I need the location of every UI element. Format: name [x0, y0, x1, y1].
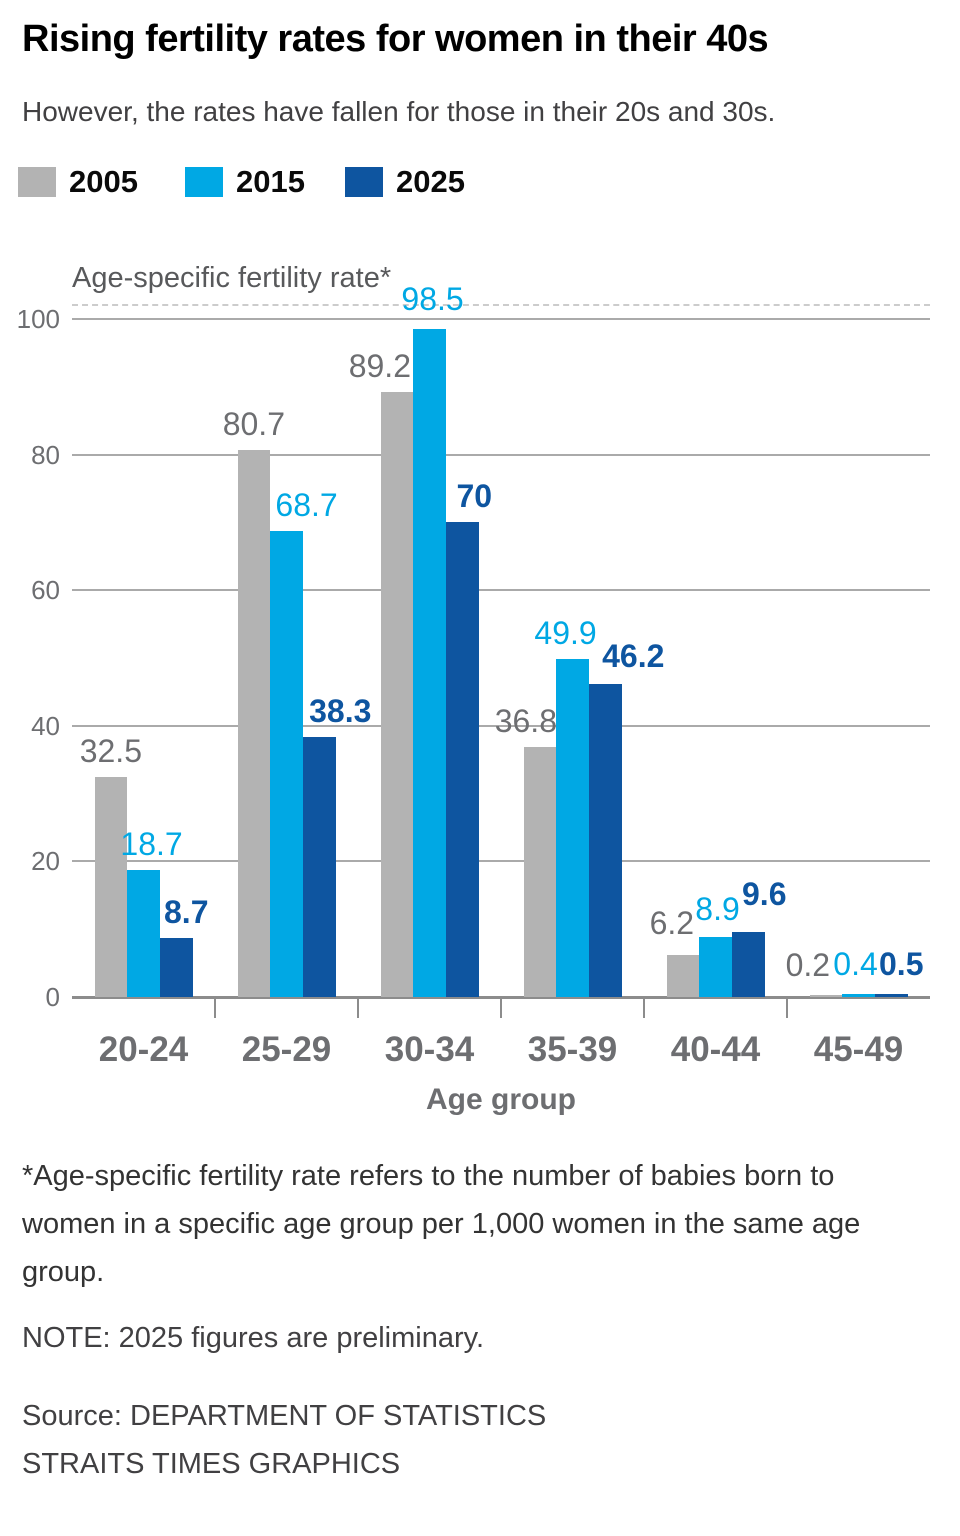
- bar-value-label: 70: [456, 478, 493, 515]
- y-tick-label: 20: [31, 846, 60, 877]
- x-tick-label-35-39: 35-39: [527, 1030, 618, 1069]
- bar-value-label: 98.5: [401, 281, 464, 318]
- gridline: [72, 724, 930, 727]
- bar-2025-20-24: [159, 938, 193, 997]
- x-tick-label-45-49: 45-49: [813, 1030, 904, 1069]
- bar-2005-40-44: [666, 954, 700, 997]
- page-subtitle: However, the rates have fallen for those…: [22, 96, 776, 127]
- bar-value-label: 68.7: [275, 487, 338, 524]
- bar-2015-40-44: [699, 936, 732, 997]
- x-tick-label-25-29: 25-29: [241, 1030, 332, 1069]
- bar-value-label: 18.7: [120, 826, 183, 863]
- legend-swatch-2005: [18, 167, 56, 197]
- bar-2005-30-34: [380, 392, 414, 997]
- credit-text: STRAITS TIMES GRAPHICS: [22, 1448, 401, 1480]
- bar-2005-25-29: [237, 449, 271, 997]
- bar-value-label: 46.2: [602, 637, 665, 674]
- bar-2015-35-39: [556, 658, 589, 997]
- legend-item-label: 2005: [69, 164, 138, 199]
- gridline: [72, 453, 930, 456]
- bar-2005-45-49: [809, 995, 843, 997]
- x-axis-title: Age group: [426, 1083, 576, 1116]
- bar-2025-35-39: [588, 683, 622, 997]
- bar-2025-30-34: [445, 522, 479, 997]
- bar-value-label: 0.2: [785, 947, 831, 983]
- gridline: [72, 860, 930, 863]
- x-tick-label-20-24: 20-24: [98, 1030, 189, 1069]
- bar-value-label: 89.2: [348, 348, 411, 385]
- y-axis-title: Age-specific fertility rate*: [72, 262, 392, 294]
- legend-item: 2025: [345, 164, 465, 200]
- bar-2015-45-49: [842, 994, 875, 997]
- page-title: Rising fertility rates for women in thei…: [22, 18, 769, 60]
- footnote-text: *Age-specific fertility rate refers to t…: [22, 1160, 861, 1288]
- bar-value-label: 80.7: [222, 405, 285, 442]
- y-tick-label: 0: [45, 982, 60, 1012]
- bar-value-label: 0.5: [879, 945, 924, 982]
- bar-value-label: 9.6: [742, 875, 787, 912]
- source-text: Source: DEPARTMENT OF STATISTICS: [22, 1400, 547, 1432]
- legend-item: 2005: [18, 164, 138, 200]
- bar-value-label: 6.2: [649, 904, 695, 941]
- bar-2015-20-24: [127, 870, 160, 997]
- x-tick-label-30-34: 30-34: [384, 1030, 475, 1069]
- chart-legend: 2005 2015 2025: [0, 164, 960, 204]
- legend-swatch-2025: [345, 167, 383, 197]
- y-tick-label: 60: [31, 575, 60, 606]
- bar-2005-35-39: [523, 747, 557, 997]
- bar-value-label: 0.4: [833, 946, 878, 983]
- top-dashed-line: [72, 304, 930, 306]
- bar-2015-30-34: [413, 329, 446, 997]
- bar-2005-20-24: [94, 776, 128, 997]
- y-tick-label: 40: [31, 710, 60, 741]
- bar-value-label: 36.8: [494, 703, 557, 740]
- bar-value-label: 8.9: [695, 890, 740, 927]
- y-tick-label: 100: [16, 304, 60, 334]
- x-axis-tick: [643, 997, 645, 1018]
- x-axis-tick: [214, 997, 216, 1018]
- gridline: [72, 589, 930, 592]
- bar-2025-40-44: [731, 931, 765, 997]
- note-text: NOTE: 2025 figures are preliminary.: [22, 1322, 485, 1354]
- bar-value-label: 32.5: [79, 732, 142, 769]
- x-axis-tick: [357, 997, 359, 1018]
- legend-item-label: 2015: [236, 164, 305, 199]
- x-tick-label-40-44: 40-44: [670, 1030, 761, 1069]
- bar-2025-25-29: [302, 737, 336, 997]
- bar-value-label: 8.7: [164, 894, 209, 930]
- gridline: [72, 318, 930, 320]
- legend-swatch-2015: [185, 167, 223, 197]
- x-axis-tick: [786, 997, 788, 1018]
- bar-2015-25-29: [270, 531, 303, 997]
- x-axis-tick: [500, 997, 502, 1018]
- bar-chart: Age-specific fertility rate* 0 20 40 60 80 100…: [16, 262, 930, 1116]
- legend-item-label: 2025: [396, 164, 465, 199]
- y-tick-label: 80: [31, 439, 60, 470]
- legend-item: 2015: [185, 164, 305, 200]
- bar-2025-45-49: [874, 993, 908, 997]
- bar-value-label: 38.3: [309, 693, 372, 730]
- bar-value-label: 49.9: [534, 614, 597, 651]
